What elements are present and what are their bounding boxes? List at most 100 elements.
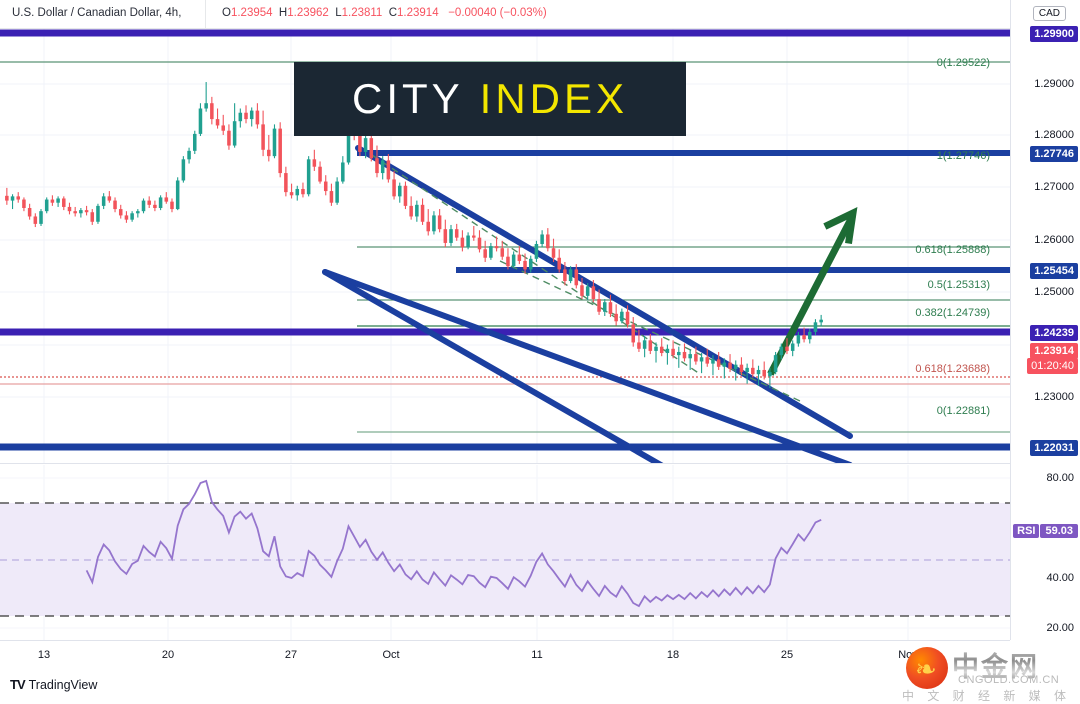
- fibonacci-label: 0.618(1.25888): [915, 244, 990, 256]
- currency-pill[interactable]: CAD: [1032, 6, 1066, 21]
- candle-body: [39, 211, 43, 224]
- price-tick: 1.28000: [1034, 129, 1074, 141]
- candle-body: [232, 121, 237, 146]
- candle-body: [648, 340, 653, 351]
- time-scale[interactable]: 13 20 27 Oct 11 18 25 Nov: [0, 640, 1010, 669]
- candle-body: [460, 237, 465, 248]
- candle-body: [181, 159, 186, 181]
- candle-body: [33, 216, 38, 224]
- candle-body: [255, 110, 260, 125]
- candle-body: [16, 196, 21, 200]
- arrow-head: [823, 206, 858, 244]
- time-tick: 27: [284, 649, 298, 661]
- candle-body: [73, 211, 77, 214]
- fibonacci-label: 0.618(1.23688): [915, 363, 990, 375]
- candle-body: [580, 285, 584, 296]
- watermark-tagline: 中 文 财 经 新 媒 体: [902, 689, 1072, 703]
- price-scale[interactable]: CAD 1.29000 1.28000 1.27000 1.26000 1.25000 1…: [1010, 0, 1080, 640]
- candle-body: [819, 319, 823, 323]
- candle-body: [284, 173, 288, 193]
- price-tick: 1.27000: [1034, 181, 1074, 193]
- tradingview-logo[interactable]: TV TradingView: [10, 677, 97, 692]
- candle-body: [27, 208, 32, 217]
- candle-body: [756, 369, 761, 375]
- candle-body: [551, 248, 556, 258]
- low-label: L: [335, 7, 342, 19]
- candle-body: [204, 103, 208, 109]
- candle-body: [557, 257, 561, 270]
- candle-body: [568, 269, 573, 282]
- candle-body: [779, 346, 784, 356]
- candle-body: [22, 199, 26, 209]
- high-value: 1.23962: [287, 7, 329, 19]
- candle-body: [124, 215, 129, 220]
- candle-body: [494, 246, 499, 249]
- time-tick: 25: [780, 649, 794, 661]
- candle-body: [768, 372, 772, 377]
- candle-body: [136, 211, 140, 214]
- symbol-title[interactable]: U.S. Dollar / Canadian Dollar, 4h,: [12, 7, 182, 19]
- fibonacci-label: 0(1.22881): [936, 405, 990, 417]
- price-tag-level: 1.29900: [1030, 26, 1078, 42]
- rsi-value-badge: RSI 59.03: [1013, 524, 1078, 538]
- arrow-shaft: [767, 214, 856, 376]
- candle-body: [534, 243, 539, 259]
- candle-body: [62, 198, 66, 207]
- candle-body: [654, 346, 658, 351]
- candle-body: [466, 235, 470, 248]
- candle-body: [751, 367, 755, 375]
- candle-body: [716, 359, 721, 367]
- candle-body: [602, 302, 607, 312]
- candle-body: [591, 286, 596, 300]
- candle-body: [773, 355, 778, 373]
- time-tick: 20: [161, 649, 175, 661]
- candle-body: [489, 246, 493, 258]
- rsi-pane[interactable]: [0, 465, 1010, 640]
- candle-body: [192, 133, 197, 151]
- candle-body: [665, 348, 670, 354]
- candle-body: [597, 299, 601, 312]
- candle-body: [67, 206, 72, 212]
- candle-body: [659, 346, 664, 354]
- price-tick: 1.25000: [1034, 286, 1074, 298]
- candle-body: [614, 313, 618, 322]
- candle-body: [472, 235, 476, 238]
- candle-body: [540, 234, 544, 244]
- candle-body: [164, 197, 169, 202]
- candle-body: [722, 362, 727, 367]
- price-chart-svg: [0, 29, 1010, 463]
- fibonacci-label: 0.382(1.24739): [915, 307, 990, 319]
- pane-separator[interactable]: [0, 463, 1010, 464]
- candle-body: [637, 342, 641, 349]
- candle-body: [369, 138, 374, 159]
- candle-body: [346, 119, 351, 163]
- candle-body: [483, 249, 487, 258]
- rsi-badge-name: RSI: [1013, 524, 1040, 538]
- inner-trend-dashed: [371, 154, 801, 402]
- candle-body: [261, 124, 265, 150]
- candle-body: [380, 160, 385, 174]
- candle-body: [790, 343, 795, 351]
- open-label: O: [222, 7, 231, 19]
- fibonacci-label: 1(1.27746): [936, 150, 990, 162]
- candle-body: [574, 269, 579, 286]
- price-tag-countdown: 01:20:40: [1027, 358, 1078, 374]
- bullish-arrow-annotation: [767, 206, 858, 376]
- low-value: 1.23811: [341, 7, 383, 19]
- price-pane[interactable]: 0(1.29522) 1(1.27746) 0.618(1.25888) 0.5(1.…: [0, 29, 1010, 463]
- cngold-logo-icon: ❧: [906, 647, 948, 689]
- candle-body: [187, 150, 191, 160]
- candle-body: [312, 159, 317, 167]
- time-tick: 11: [531, 649, 543, 661]
- candle-body: [620, 311, 624, 322]
- logo-text-city: CITY: [351, 75, 464, 122]
- logo-text-index: INDEX: [479, 75, 629, 122]
- channel-lower-line-left: [322, 269, 853, 463]
- candle-body: [363, 138, 368, 152]
- candle-body: [528, 258, 533, 270]
- time-tick: Oct: [382, 649, 400, 661]
- candle-body: [694, 354, 698, 362]
- candle-body: [101, 196, 106, 206]
- city-index-logo: CITY INDEX: [294, 62, 686, 136]
- candle-body: [301, 188, 305, 195]
